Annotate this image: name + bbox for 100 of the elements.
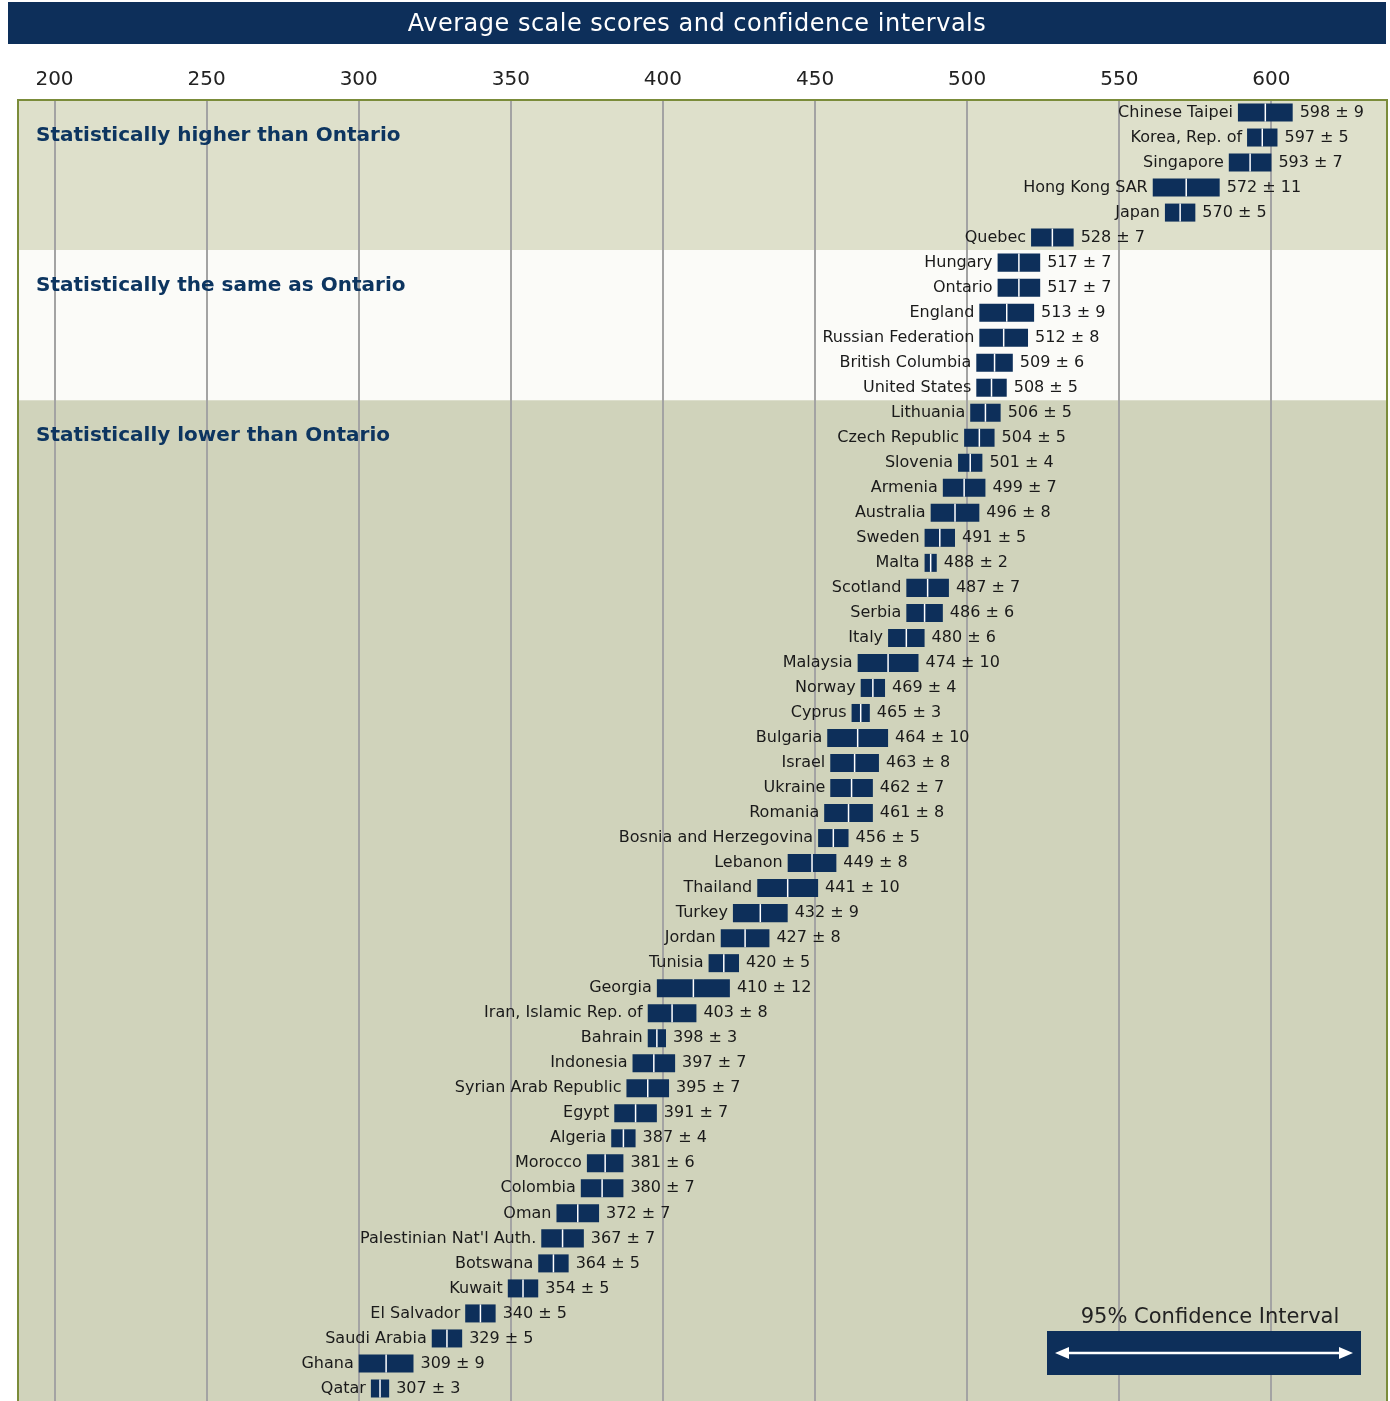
text: 397 ± 7 — [682, 1052, 747, 1072]
y-tick-label: Quebec — [964, 226, 1027, 246]
y-tick-label: Saudi Arabia — [325, 1327, 427, 1347]
x-tick-label: 450 — [795, 66, 835, 91]
text: 513 ± 9 — [1041, 301, 1106, 321]
text: 364 ± 5 — [575, 1252, 640, 1272]
text: 508 ± 5 — [1013, 376, 1079, 396]
text: 487 ± 7 — [955, 577, 1021, 597]
y-tick-label: Chinese Taipei — [1118, 101, 1233, 121]
text: 432 ± 9 — [794, 902, 859, 922]
text: 528 ± 7 — [1080, 226, 1145, 246]
y-tick-label: Tunisia — [647, 952, 704, 972]
y-tick-label: Japan — [1114, 201, 1160, 221]
text: 464 ± 10 — [895, 727, 970, 747]
y-tick-label: British Columbia — [839, 351, 972, 371]
text: 491 ± 5 — [962, 526, 1027, 546]
text: 598 ± 9 — [1299, 101, 1364, 121]
text: 309 ± 9 — [420, 1352, 485, 1372]
text: 380 ± 7 — [630, 1177, 695, 1197]
text: 501 ± 4 — [989, 451, 1054, 471]
chart-title: Average scale scores and confidence intervals — [8, 2, 1386, 44]
text: 496 ± 8 — [986, 501, 1051, 521]
y-tick-label: England — [909, 301, 975, 321]
y-tick-label: Slovenia — [884, 451, 954, 471]
x-tick-label: 550 — [1100, 66, 1139, 91]
text: 509 ± 6 — [1019, 351, 1085, 371]
y-tick-label: Romania — [749, 802, 820, 822]
x-tick-label: 600 — [1252, 66, 1291, 91]
y-tick-label: Turkey — [674, 902, 728, 922]
y-tick-label: Botswana — [455, 1252, 534, 1272]
y-tick-label: Bosnia and Herzegovina — [618, 827, 814, 847]
y-tick-label: Oman — [503, 1202, 552, 1222]
text: 572 ± 11 — [1226, 176, 1302, 196]
y-tick-label: Palestinian Nat'l Auth. — [360, 1227, 537, 1247]
y-tick-label: Ontario — [932, 276, 993, 296]
x-tick-label: 250 — [187, 66, 226, 91]
y-tick-label: Serbia — [850, 602, 902, 622]
text: 456 ± 5 — [855, 827, 920, 847]
text: 593 ± 7 — [1278, 151, 1343, 171]
y-tick-label: Jordan — [663, 927, 716, 947]
y-tick-label: Colombia — [500, 1177, 576, 1197]
y-tick-label: Malaysia — [782, 652, 853, 672]
band-label: Statistically the same as Ontario — [36, 272, 406, 297]
x-tick-label: 350 — [491, 66, 530, 91]
text: 403 ± 8 — [703, 1002, 768, 1022]
text: 480 ± 6 — [931, 627, 996, 647]
y-tick-label: Iran, Islamic Rep. of — [484, 1002, 644, 1022]
y-tick-label: Hong Kong SAR — [1023, 176, 1148, 196]
y-tick-label: Malta — [875, 552, 920, 572]
y-tick-label: Syrian Arab Republic — [454, 1077, 622, 1097]
y-tick-label: Ukraine — [763, 777, 826, 797]
y-tick-label: Scotland — [831, 577, 902, 597]
text: 469 ± 4 — [892, 677, 957, 697]
text: 504 ± 5 — [1001, 426, 1066, 446]
text: 391 ± 7 — [663, 1102, 729, 1122]
y-tick-label: Lebanon — [714, 852, 783, 872]
y-tick-label: Sweden — [856, 526, 920, 546]
text: 395 ± 7 — [676, 1077, 741, 1097]
text: 354 ± 5 — [545, 1277, 610, 1297]
text: 372 ± 7 — [606, 1202, 671, 1222]
text: 329 ± 5 — [469, 1327, 534, 1347]
y-tick-label: Bulgaria — [755, 727, 823, 747]
text: 307 ± 3 — [396, 1377, 461, 1397]
text: 486 ± 6 — [949, 602, 1015, 622]
text: 340 ± 5 — [502, 1302, 567, 1322]
text: 410 ± 12 — [736, 977, 812, 997]
text: 570 ± 5 — [1202, 201, 1267, 221]
x-tick-label: 300 — [339, 66, 378, 91]
text: 420 ± 5 — [746, 952, 811, 972]
text: 517 ± 7 — [1047, 276, 1112, 296]
y-tick-label: Norway — [794, 677, 856, 697]
y-tick-label: Thailand — [682, 877, 753, 897]
y-tick-label: Singapore — [1143, 151, 1224, 171]
text: 512 ± 8 — [1035, 326, 1100, 346]
x-tick-label: 500 — [948, 66, 987, 91]
y-tick-label: Georgia — [589, 977, 652, 997]
text: 367 ± 7 — [590, 1227, 656, 1247]
text: 499 ± 7 — [992, 476, 1057, 496]
text: 463 ± 8 — [885, 752, 951, 772]
text: 462 ± 7 — [879, 777, 945, 797]
text: 387 ± 4 — [642, 1127, 707, 1147]
y-tick-label: Czech Republic — [837, 426, 960, 446]
y-tick-label: Ghana — [301, 1352, 354, 1372]
x-tick-label: 400 — [643, 66, 683, 91]
y-tick-label: Indonesia — [550, 1052, 628, 1072]
y-tick-label: Hungary — [924, 251, 993, 271]
text: 488 ± 2 — [943, 552, 1009, 572]
y-tick-label: Armenia — [870, 476, 938, 496]
y-tick-label: Algeria — [550, 1127, 607, 1147]
y-tick-label: Kuwait — [449, 1277, 503, 1297]
y-tick-label: Egypt — [563, 1102, 610, 1122]
text: 441 ± 10 — [825, 877, 900, 897]
text: 597 ± 5 — [1284, 126, 1349, 146]
text: 517 ± 7 — [1047, 251, 1112, 271]
text: 427 ± 8 — [776, 927, 841, 947]
y-tick-label: Russian Federation — [822, 326, 975, 346]
y-tick-label: Bahrain — [580, 1027, 643, 1047]
y-tick-label: Qatar — [320, 1377, 367, 1397]
text: 465 ± 3 — [876, 702, 942, 722]
y-tick-label: Cyprus — [790, 702, 847, 722]
